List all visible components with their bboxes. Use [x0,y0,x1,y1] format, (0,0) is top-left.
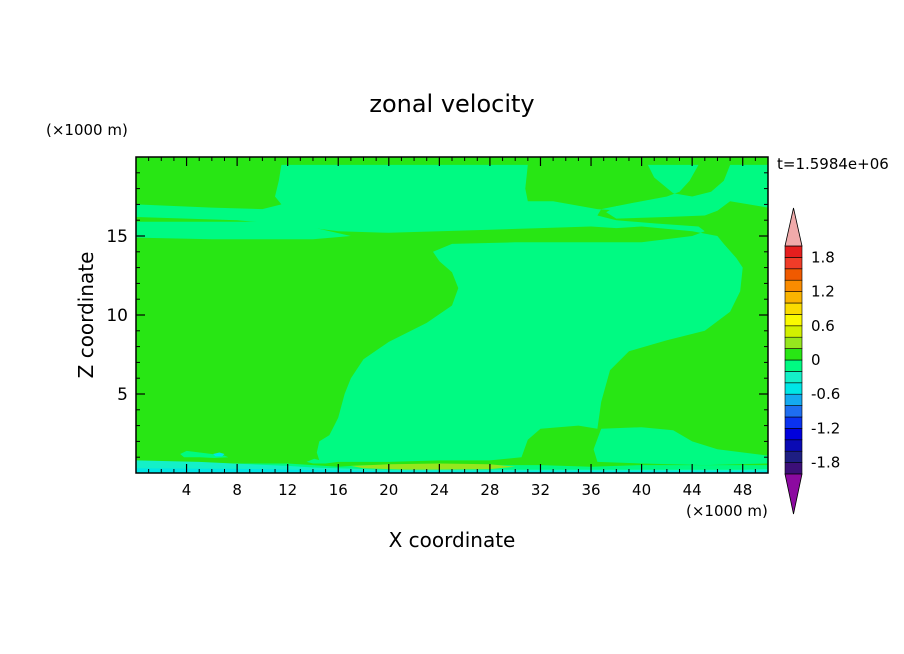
contour-regions [136,164,768,473]
colorbar-swatch [784,257,803,270]
x-axis-label: X coordinate [389,528,516,552]
colorbar-label: -1.8 [811,454,840,472]
colorbar-swatch [784,382,803,395]
colorbar [784,207,803,515]
x-tick-label: 12 [278,481,297,499]
x-tick-label: 48 [733,481,752,499]
contour-region-7 [213,452,225,457]
colorbar-swatch [784,291,803,304]
y-tick-label: 5 [117,385,128,405]
y-unit-label: (×1000 m) [46,121,128,139]
axis-ticks [136,157,768,473]
x-unit-label: (×1000 m) [686,502,768,520]
x-tick-label: 36 [581,481,600,499]
colorbar-label: 0 [811,351,821,369]
colorbar-over-arrow [784,207,803,247]
colorbar-label: 1.2 [811,283,835,301]
x-tick-label: 24 [430,481,449,499]
x-tick-label: 40 [632,481,651,499]
chart-title: zonal velocity [369,90,534,118]
colorbar-swatch [784,359,803,372]
y-tick-labels: 5 10 15 [106,227,128,405]
time-label: t=1.5984e+06 [777,155,889,173]
x-tick-labels: 4 8 12 16 20 24 28 32 36 40 44 48 [182,481,752,499]
contour-region-9 [306,458,339,464]
x-tick-label: 4 [182,481,192,499]
y-tick-label: 10 [106,306,128,326]
contour-region-1 [136,221,351,240]
x-tick-label: 28 [480,481,499,499]
contour-region-5 [350,463,516,470]
colorbar-swatch [784,336,803,349]
contour-region-0 [136,164,768,462]
x-tick-label: 44 [683,481,702,499]
colorbar-swatch [784,348,803,361]
colorbar-swatch [784,279,803,292]
colorbar-swatch [784,393,803,406]
colorbar-swatch [784,416,803,429]
y-axis-label: Z coordinate [74,252,98,379]
colorbar-swatch [784,428,803,441]
x-tick-label: 32 [531,481,550,499]
colorbar-swatch [784,302,803,315]
contour-region-8 [136,468,768,473]
y-tick-label: 15 [106,227,128,247]
colorbar-swatch [784,462,803,475]
colorbar-label: 1.8 [811,248,835,266]
colorbar-labels: 1.8 1.2 0.6 0 -0.6 -1.2 -1.8 [811,248,840,471]
colorbar-swatch [784,314,803,327]
colorbar-swatch [784,325,803,338]
colorbar-label: -1.2 [811,419,840,437]
colorbar-label: -0.6 [811,385,840,403]
colorbar-swatch [784,405,803,418]
colorbar-swatch [784,450,803,463]
contour-region-2 [593,427,768,466]
x-tick-label: 16 [329,481,348,499]
colorbar-under-arrow [784,473,803,515]
x-tick-label: 20 [379,481,398,499]
x-tick-label: 8 [232,481,242,499]
plot-area [136,157,768,473]
colorbar-swatch [784,268,803,281]
colorbar-swatch [784,245,803,258]
colorbar-label: 0.6 [811,317,835,335]
colorbar-swatch [784,439,803,452]
colorbar-swatch [784,371,803,384]
